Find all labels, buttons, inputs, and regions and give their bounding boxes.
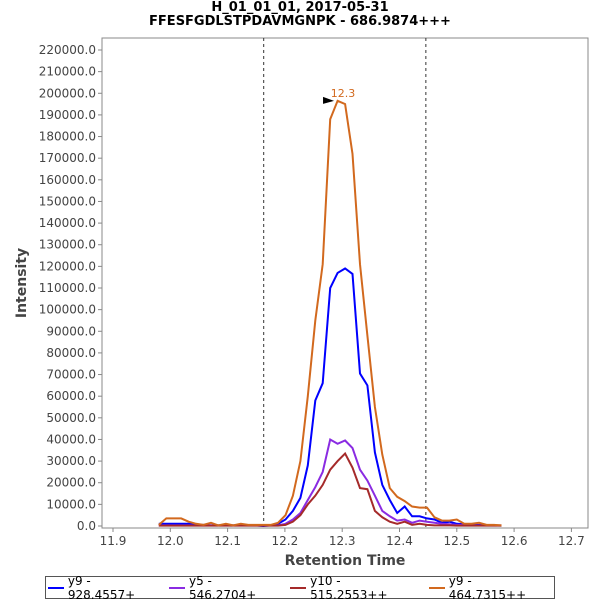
legend-swatch bbox=[428, 586, 445, 589]
x-tick-label: 12.1 bbox=[214, 534, 241, 548]
y-tick-label: 220000.0 bbox=[39, 43, 96, 57]
legend: y9 - 928.4557+ y5 - 546.2704+ y10 - 515.25… bbox=[45, 573, 555, 600]
y-tick-label: 210000.0 bbox=[39, 65, 96, 79]
y-tick-label: 0.0 bbox=[77, 519, 96, 533]
y-tick-label: 60000.0 bbox=[46, 389, 96, 403]
legend-item: y9 - 464.7315++ bbox=[428, 573, 552, 600]
legend-item: y9 - 928.4557+ bbox=[48, 574, 161, 600]
x-tick-label: 12.0 bbox=[157, 534, 184, 548]
x-tick-label: 11.9 bbox=[100, 534, 127, 548]
legend-label: y10 - 515.2553++ bbox=[310, 573, 388, 600]
legend-label: y9 - 928.4557+ bbox=[67, 573, 136, 600]
series-line-3 bbox=[158, 99, 502, 527]
y-tick-label: 150000.0 bbox=[39, 194, 96, 208]
y-tick-label: 40000.0 bbox=[46, 432, 96, 446]
x-tick-label: 12.7 bbox=[558, 534, 585, 548]
x-tick-label: 12.5 bbox=[443, 534, 470, 548]
legend-item: y5 - 546.2704+ bbox=[169, 574, 282, 600]
y-tick-label: 180000.0 bbox=[39, 130, 96, 144]
y-tick-label: 130000.0 bbox=[39, 238, 96, 252]
y-tick-label: 110000.0 bbox=[39, 281, 96, 295]
y-axis-label: Intensity bbox=[14, 248, 30, 318]
x-tick-label: 12.2 bbox=[272, 534, 299, 548]
legend-item: y10 - 515.2553++ bbox=[290, 574, 421, 600]
y-tick-label: 100000.0 bbox=[39, 303, 96, 317]
legend-swatch bbox=[169, 586, 185, 589]
y-tick-label: 160000.0 bbox=[39, 173, 96, 187]
peak-marker-icon bbox=[323, 96, 335, 104]
y-tick-label: 140000.0 bbox=[39, 216, 96, 230]
peak-annotation: 12.3 bbox=[331, 87, 356, 100]
y-tick-label: 30000.0 bbox=[46, 454, 96, 468]
legend-label: y5 - 546.2704+ bbox=[189, 573, 257, 600]
plot-frame bbox=[101, 37, 589, 529]
y-tick-label: 70000.0 bbox=[46, 368, 96, 382]
x-tick-label: 12.6 bbox=[501, 534, 528, 548]
x-tick-label: 12.4 bbox=[386, 534, 413, 548]
legend-label: y9 - 464.7315++ bbox=[448, 573, 527, 600]
y-tick-label: 200000.0 bbox=[39, 86, 96, 100]
x-tick-label: 12.3 bbox=[329, 534, 356, 548]
chart-subtitle: FFESFGDLSTPDAVMGNPK - 686.9874+++ bbox=[149, 14, 451, 29]
x-axis-label: Retention Time bbox=[285, 553, 406, 569]
series-line-2 bbox=[158, 451, 502, 527]
y-tick-label: 170000.0 bbox=[39, 151, 96, 165]
y-tick-label: 10000.0 bbox=[46, 497, 96, 511]
chart-title: H_01_01_01, 2017-05-31 bbox=[211, 0, 389, 15]
y-tick-label: 190000.0 bbox=[39, 108, 96, 122]
y-tick-label: 80000.0 bbox=[46, 346, 96, 360]
legend-swatch bbox=[48, 586, 64, 589]
legend-swatch bbox=[290, 586, 307, 589]
y-tick-label: 120000.0 bbox=[39, 259, 96, 273]
y-tick-label: 50000.0 bbox=[46, 411, 96, 425]
y-tick-label: 90000.0 bbox=[46, 324, 96, 338]
y-tick-label: 20000.0 bbox=[46, 476, 96, 490]
